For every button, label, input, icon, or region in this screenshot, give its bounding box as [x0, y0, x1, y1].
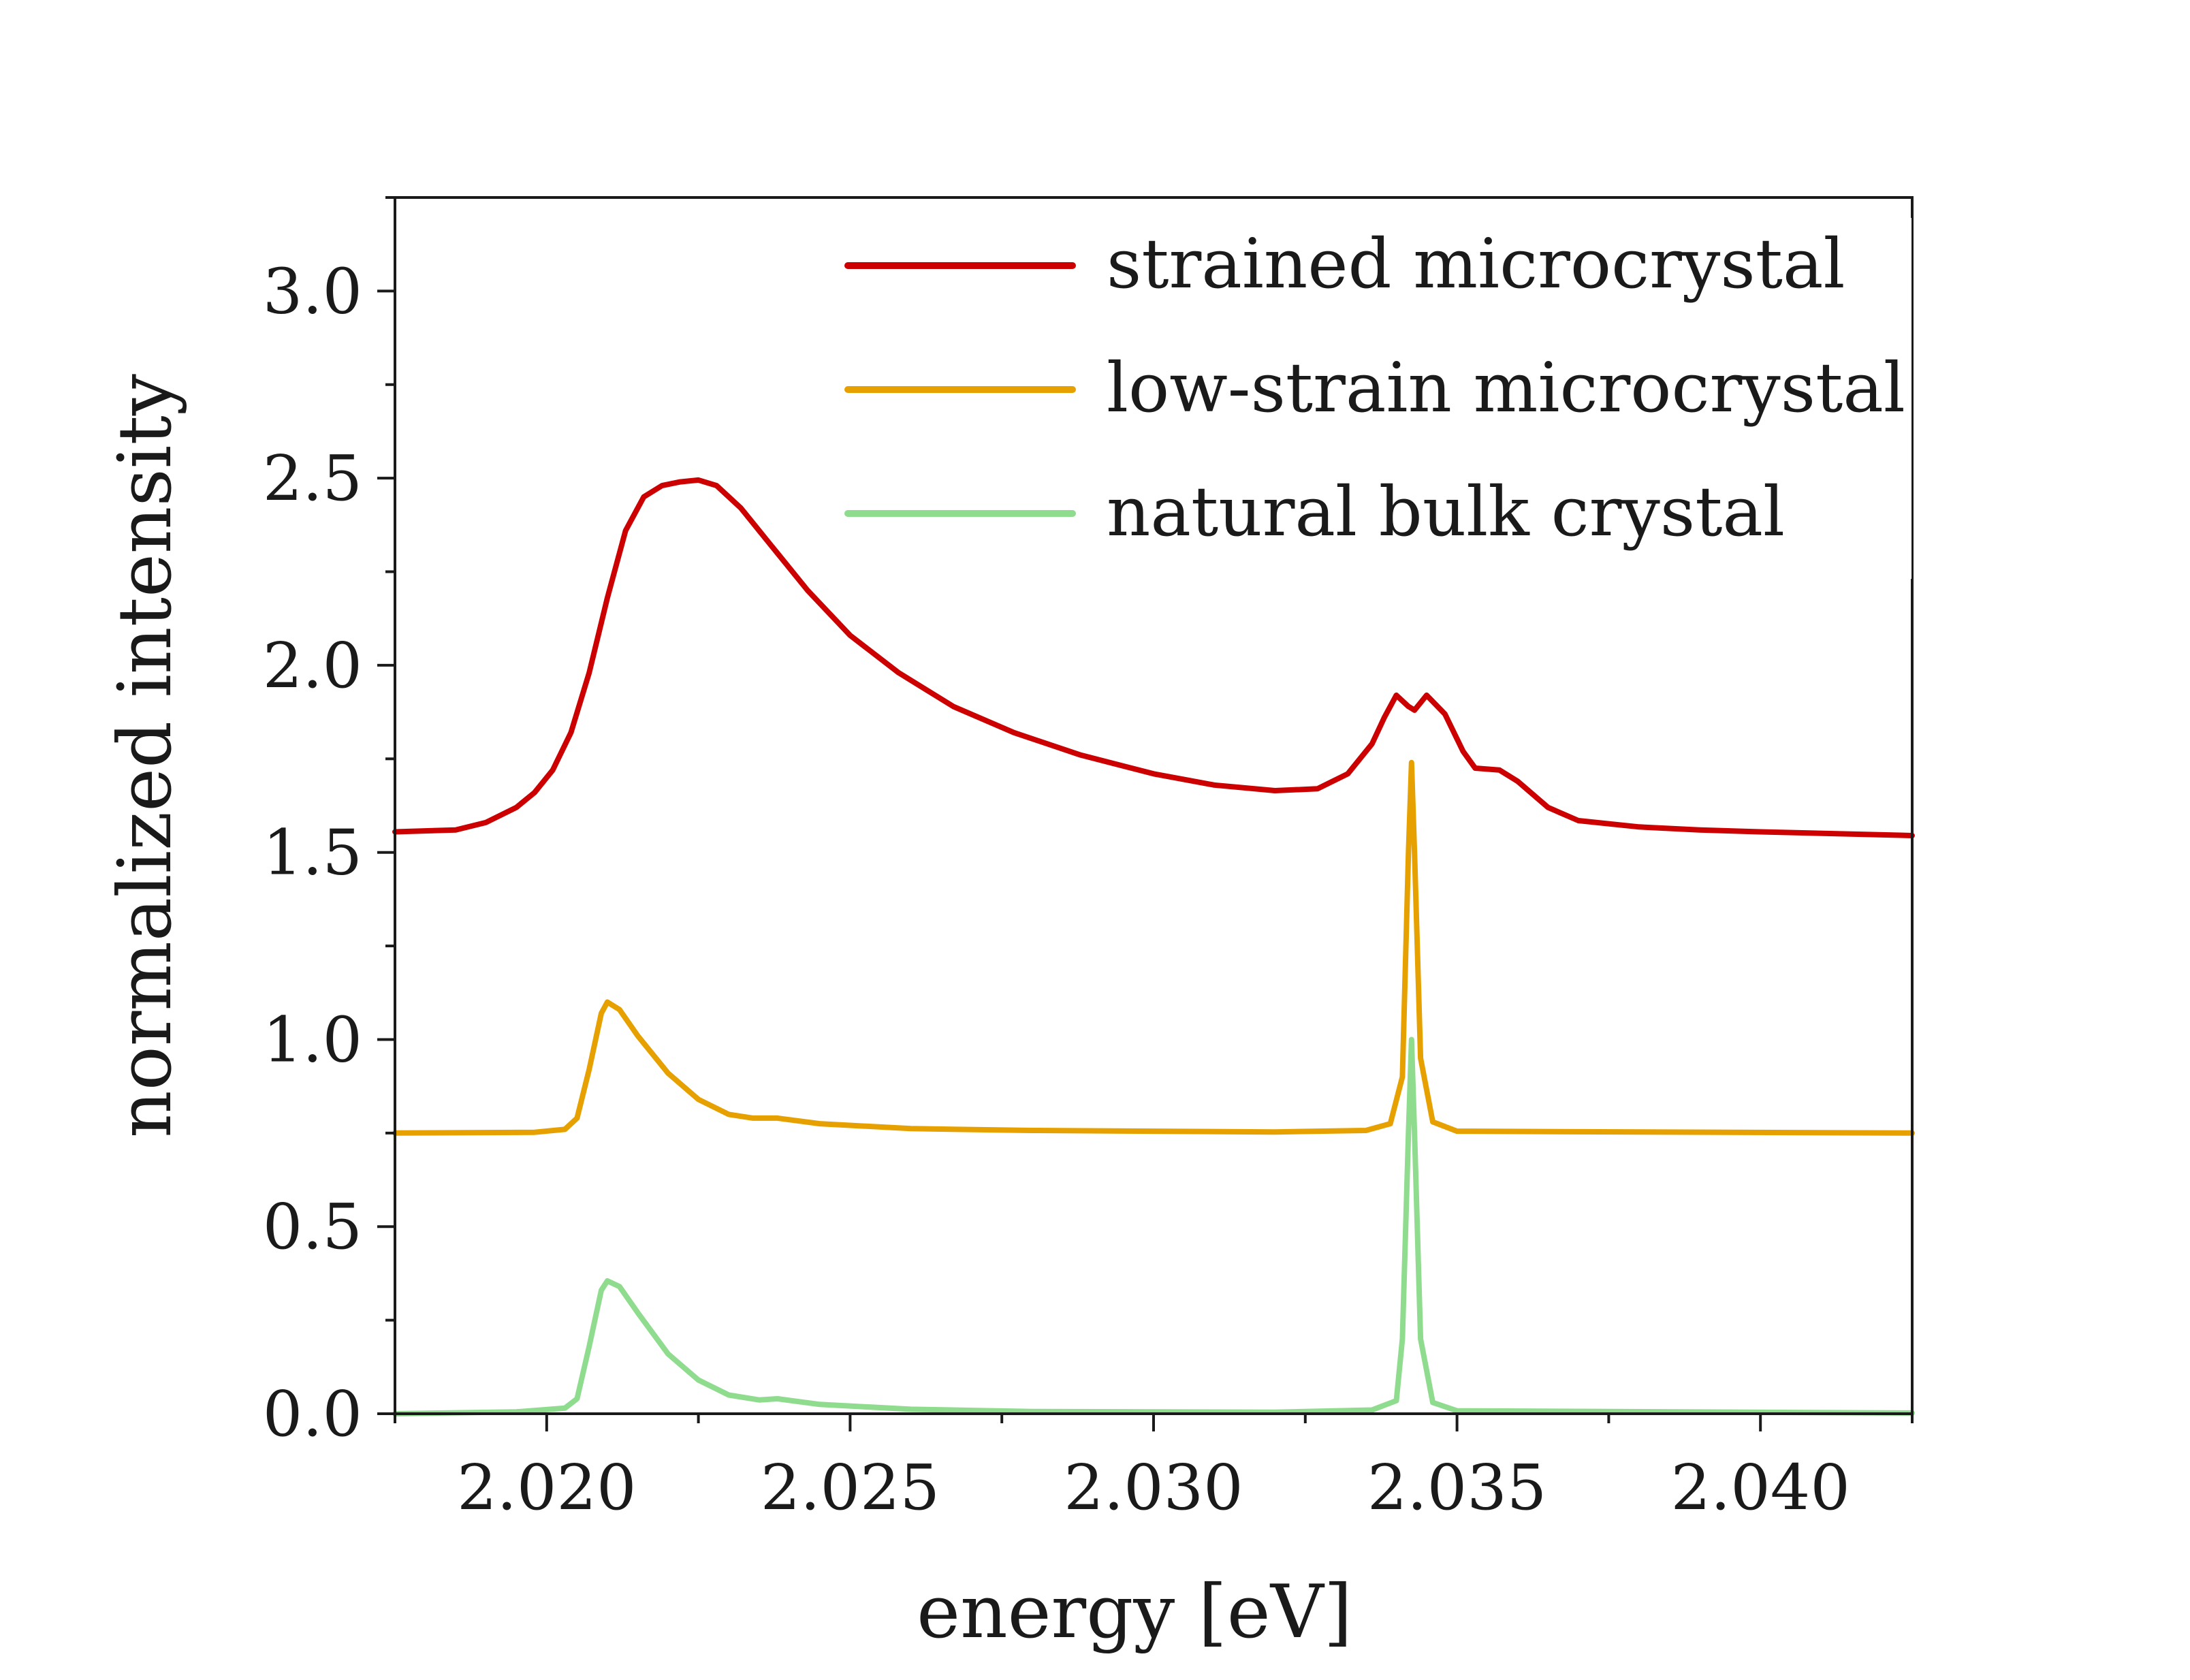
y-tick-label: 3.0 — [263, 255, 362, 328]
x-tick-label: 2.035 — [1367, 1451, 1546, 1524]
legend-background — [821, 218, 1911, 579]
y-tick-label: 1.0 — [263, 1003, 362, 1076]
x-tick-label: 2.030 — [1064, 1451, 1243, 1524]
x-axis-label: energy [eV] — [917, 1570, 1352, 1655]
x-tick-label: 2.040 — [1671, 1451, 1850, 1524]
legend-entry: low-strain microcrystal — [1107, 348, 1905, 428]
plot-area — [392, 477, 1915, 1416]
y-tick-label: 0.0 — [263, 1378, 362, 1451]
series-line-strained-microcrystal — [392, 477, 1915, 838]
x-tick-label: 2.020 — [457, 1451, 636, 1524]
y-tick-label: 2.0 — [263, 629, 362, 702]
legend-entry: natural bulk crystal — [1107, 472, 1785, 552]
x-tick-label: 2.025 — [761, 1451, 940, 1524]
series-line-low-strain-microcrystal — [392, 759, 1915, 1136]
y-tick-label: 0.5 — [263, 1190, 362, 1263]
legend-entry: strained microcrystal — [1107, 224, 1845, 304]
axes: 2.020 2.025 2.030 2.035 2.040 0.0 0.5 1.0 1.5 2.0… — [263, 196, 1914, 1524]
series-line-natural-bulk-crystal — [392, 1036, 1915, 1416]
y-tick-label: 1.5 — [263, 817, 362, 889]
legend: strained microcrystal low-strain microcry… — [821, 218, 1911, 579]
y-tick-label: 2.5 — [263, 442, 362, 515]
y-axis-label: normalized intensity — [103, 374, 188, 1138]
